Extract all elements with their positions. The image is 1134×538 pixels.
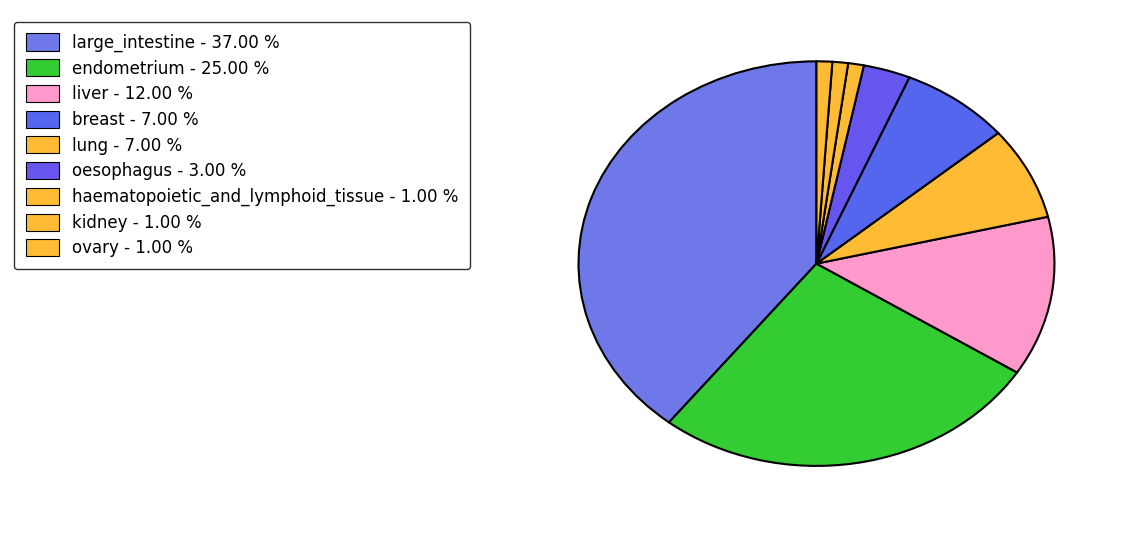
Wedge shape <box>816 63 864 264</box>
Wedge shape <box>816 133 1048 264</box>
Wedge shape <box>816 217 1055 372</box>
Legend: large_intestine - 37.00 %, endometrium - 25.00 %, liver - 12.00 %, breast - 7.00: large_intestine - 37.00 %, endometrium -… <box>14 22 471 269</box>
Wedge shape <box>816 61 832 264</box>
Wedge shape <box>816 62 848 264</box>
Wedge shape <box>669 264 1017 466</box>
Wedge shape <box>578 61 816 422</box>
Wedge shape <box>816 66 909 264</box>
Wedge shape <box>816 77 998 264</box>
